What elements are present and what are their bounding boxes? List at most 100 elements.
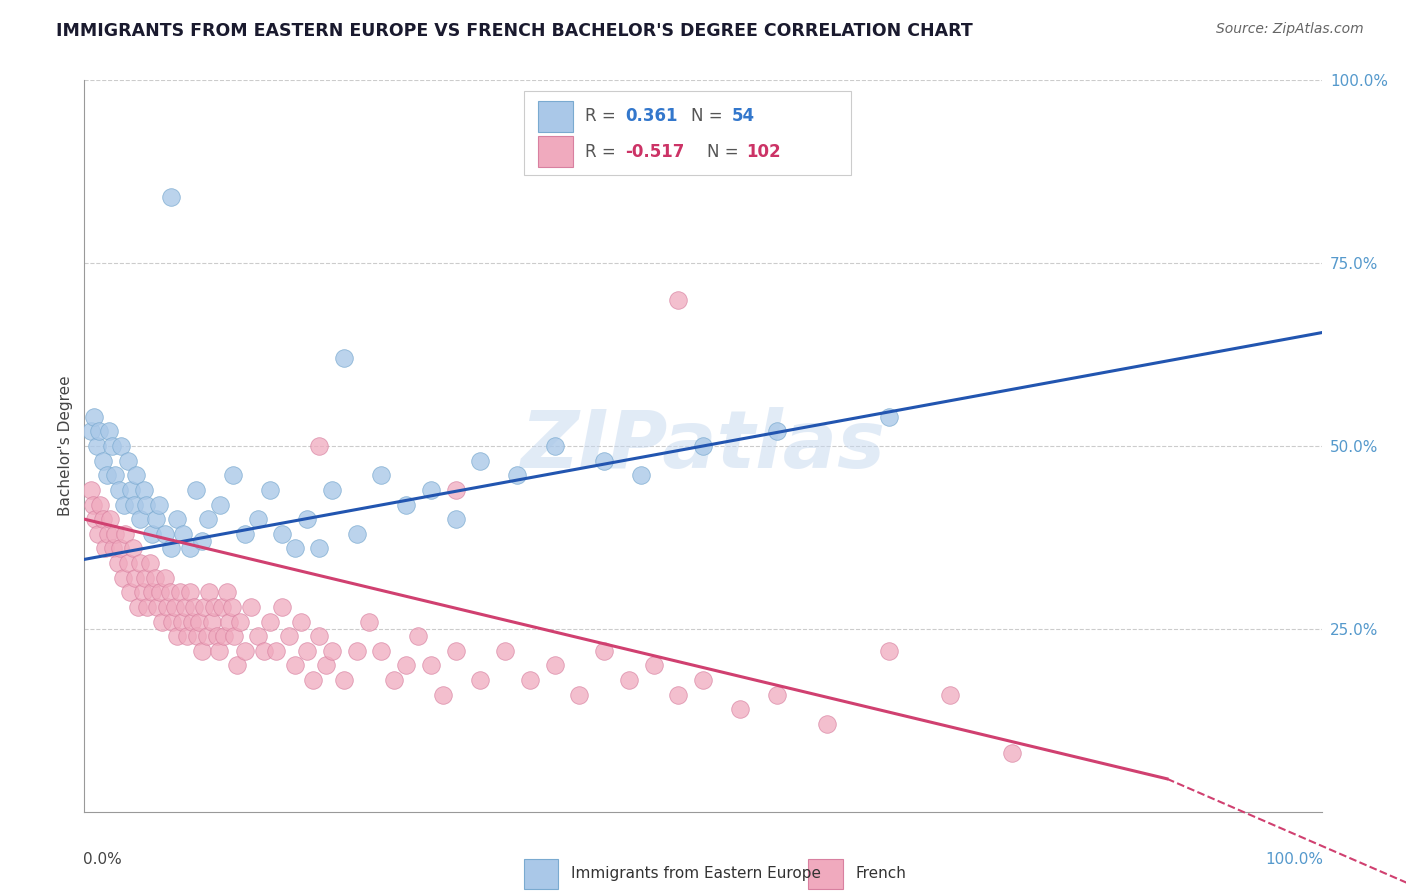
Point xyxy=(630,468,652,483)
Text: 100.0%: 100.0% xyxy=(1265,852,1323,867)
Point xyxy=(114,526,136,541)
Point xyxy=(692,439,714,453)
Point xyxy=(728,702,751,716)
Point xyxy=(97,526,120,541)
Point xyxy=(1001,746,1024,760)
Y-axis label: Bachelor's Degree: Bachelor's Degree xyxy=(58,376,73,516)
Point xyxy=(94,541,117,556)
Point xyxy=(120,483,142,497)
Point xyxy=(815,717,838,731)
Point xyxy=(432,688,454,702)
Point xyxy=(183,599,205,614)
Point xyxy=(408,629,430,643)
Point xyxy=(264,644,287,658)
Point xyxy=(91,453,114,467)
Point xyxy=(148,498,170,512)
Point xyxy=(877,644,900,658)
Point xyxy=(229,615,252,629)
Point xyxy=(169,585,191,599)
Point xyxy=(159,585,181,599)
Point xyxy=(643,658,665,673)
Text: 54: 54 xyxy=(731,108,755,126)
Point xyxy=(666,293,689,307)
Point xyxy=(141,526,163,541)
Point xyxy=(333,351,356,366)
Text: -0.517: -0.517 xyxy=(626,143,685,161)
Point xyxy=(395,658,418,673)
Point xyxy=(370,468,392,483)
Point xyxy=(163,599,186,614)
Point xyxy=(295,644,318,658)
Point xyxy=(173,599,195,614)
Point xyxy=(284,541,307,556)
Text: R =: R = xyxy=(585,143,621,161)
Point xyxy=(79,425,101,439)
Point xyxy=(149,585,172,599)
Point xyxy=(127,599,149,614)
Text: ZIPatlas: ZIPatlas xyxy=(520,407,886,485)
Point xyxy=(444,644,467,658)
Point xyxy=(98,425,121,439)
Point xyxy=(125,468,148,483)
Text: IMMIGRANTS FROM EASTERN EUROPE VS FRENCH BACHELOR'S DEGREE CORRELATION CHART: IMMIGRANTS FROM EASTERN EUROPE VS FRENCH… xyxy=(56,22,973,40)
FancyBboxPatch shape xyxy=(523,858,558,889)
Point xyxy=(519,673,541,687)
Point xyxy=(134,571,156,585)
Point xyxy=(176,629,198,643)
FancyBboxPatch shape xyxy=(538,136,574,167)
Point xyxy=(96,468,118,483)
Point xyxy=(506,468,529,483)
Point xyxy=(218,615,240,629)
Point xyxy=(315,658,337,673)
Point xyxy=(111,571,134,585)
Point xyxy=(543,439,565,453)
Point xyxy=(419,658,441,673)
Point xyxy=(179,585,201,599)
Point xyxy=(120,585,142,599)
Point xyxy=(290,615,312,629)
Point xyxy=(86,439,108,453)
Point xyxy=(202,599,225,614)
Point xyxy=(494,644,516,658)
Point xyxy=(153,526,176,541)
Point xyxy=(222,629,245,643)
Point xyxy=(110,541,132,556)
Point xyxy=(209,498,232,512)
Point xyxy=(160,615,183,629)
Point xyxy=(593,453,616,467)
Point xyxy=(131,585,153,599)
Text: 0.0%: 0.0% xyxy=(83,852,122,867)
Point xyxy=(470,673,492,687)
Point xyxy=(89,498,111,512)
Point xyxy=(181,615,204,629)
Point xyxy=(295,512,318,526)
Point xyxy=(197,512,219,526)
Point xyxy=(122,498,145,512)
Point xyxy=(259,483,281,497)
Text: N =: N = xyxy=(707,143,744,161)
Point xyxy=(107,556,129,570)
Point xyxy=(112,498,135,512)
Text: 0.361: 0.361 xyxy=(626,108,678,126)
Point xyxy=(617,673,640,687)
Point xyxy=(108,483,131,497)
Point xyxy=(357,615,380,629)
Point xyxy=(470,453,492,467)
Text: French: French xyxy=(855,866,905,881)
Point xyxy=(84,512,107,526)
Text: Immigrants from Eastern Europe: Immigrants from Eastern Europe xyxy=(571,866,821,881)
Point xyxy=(308,541,330,556)
Point xyxy=(135,498,157,512)
Point xyxy=(193,599,215,614)
Point xyxy=(121,541,143,556)
Point xyxy=(321,644,343,658)
Point xyxy=(153,571,176,585)
Point xyxy=(79,483,101,497)
Point xyxy=(308,439,330,453)
Point xyxy=(205,629,228,643)
Point xyxy=(191,644,214,658)
Point xyxy=(129,556,152,570)
Point xyxy=(91,512,114,526)
Point xyxy=(141,585,163,599)
Point xyxy=(117,453,139,467)
